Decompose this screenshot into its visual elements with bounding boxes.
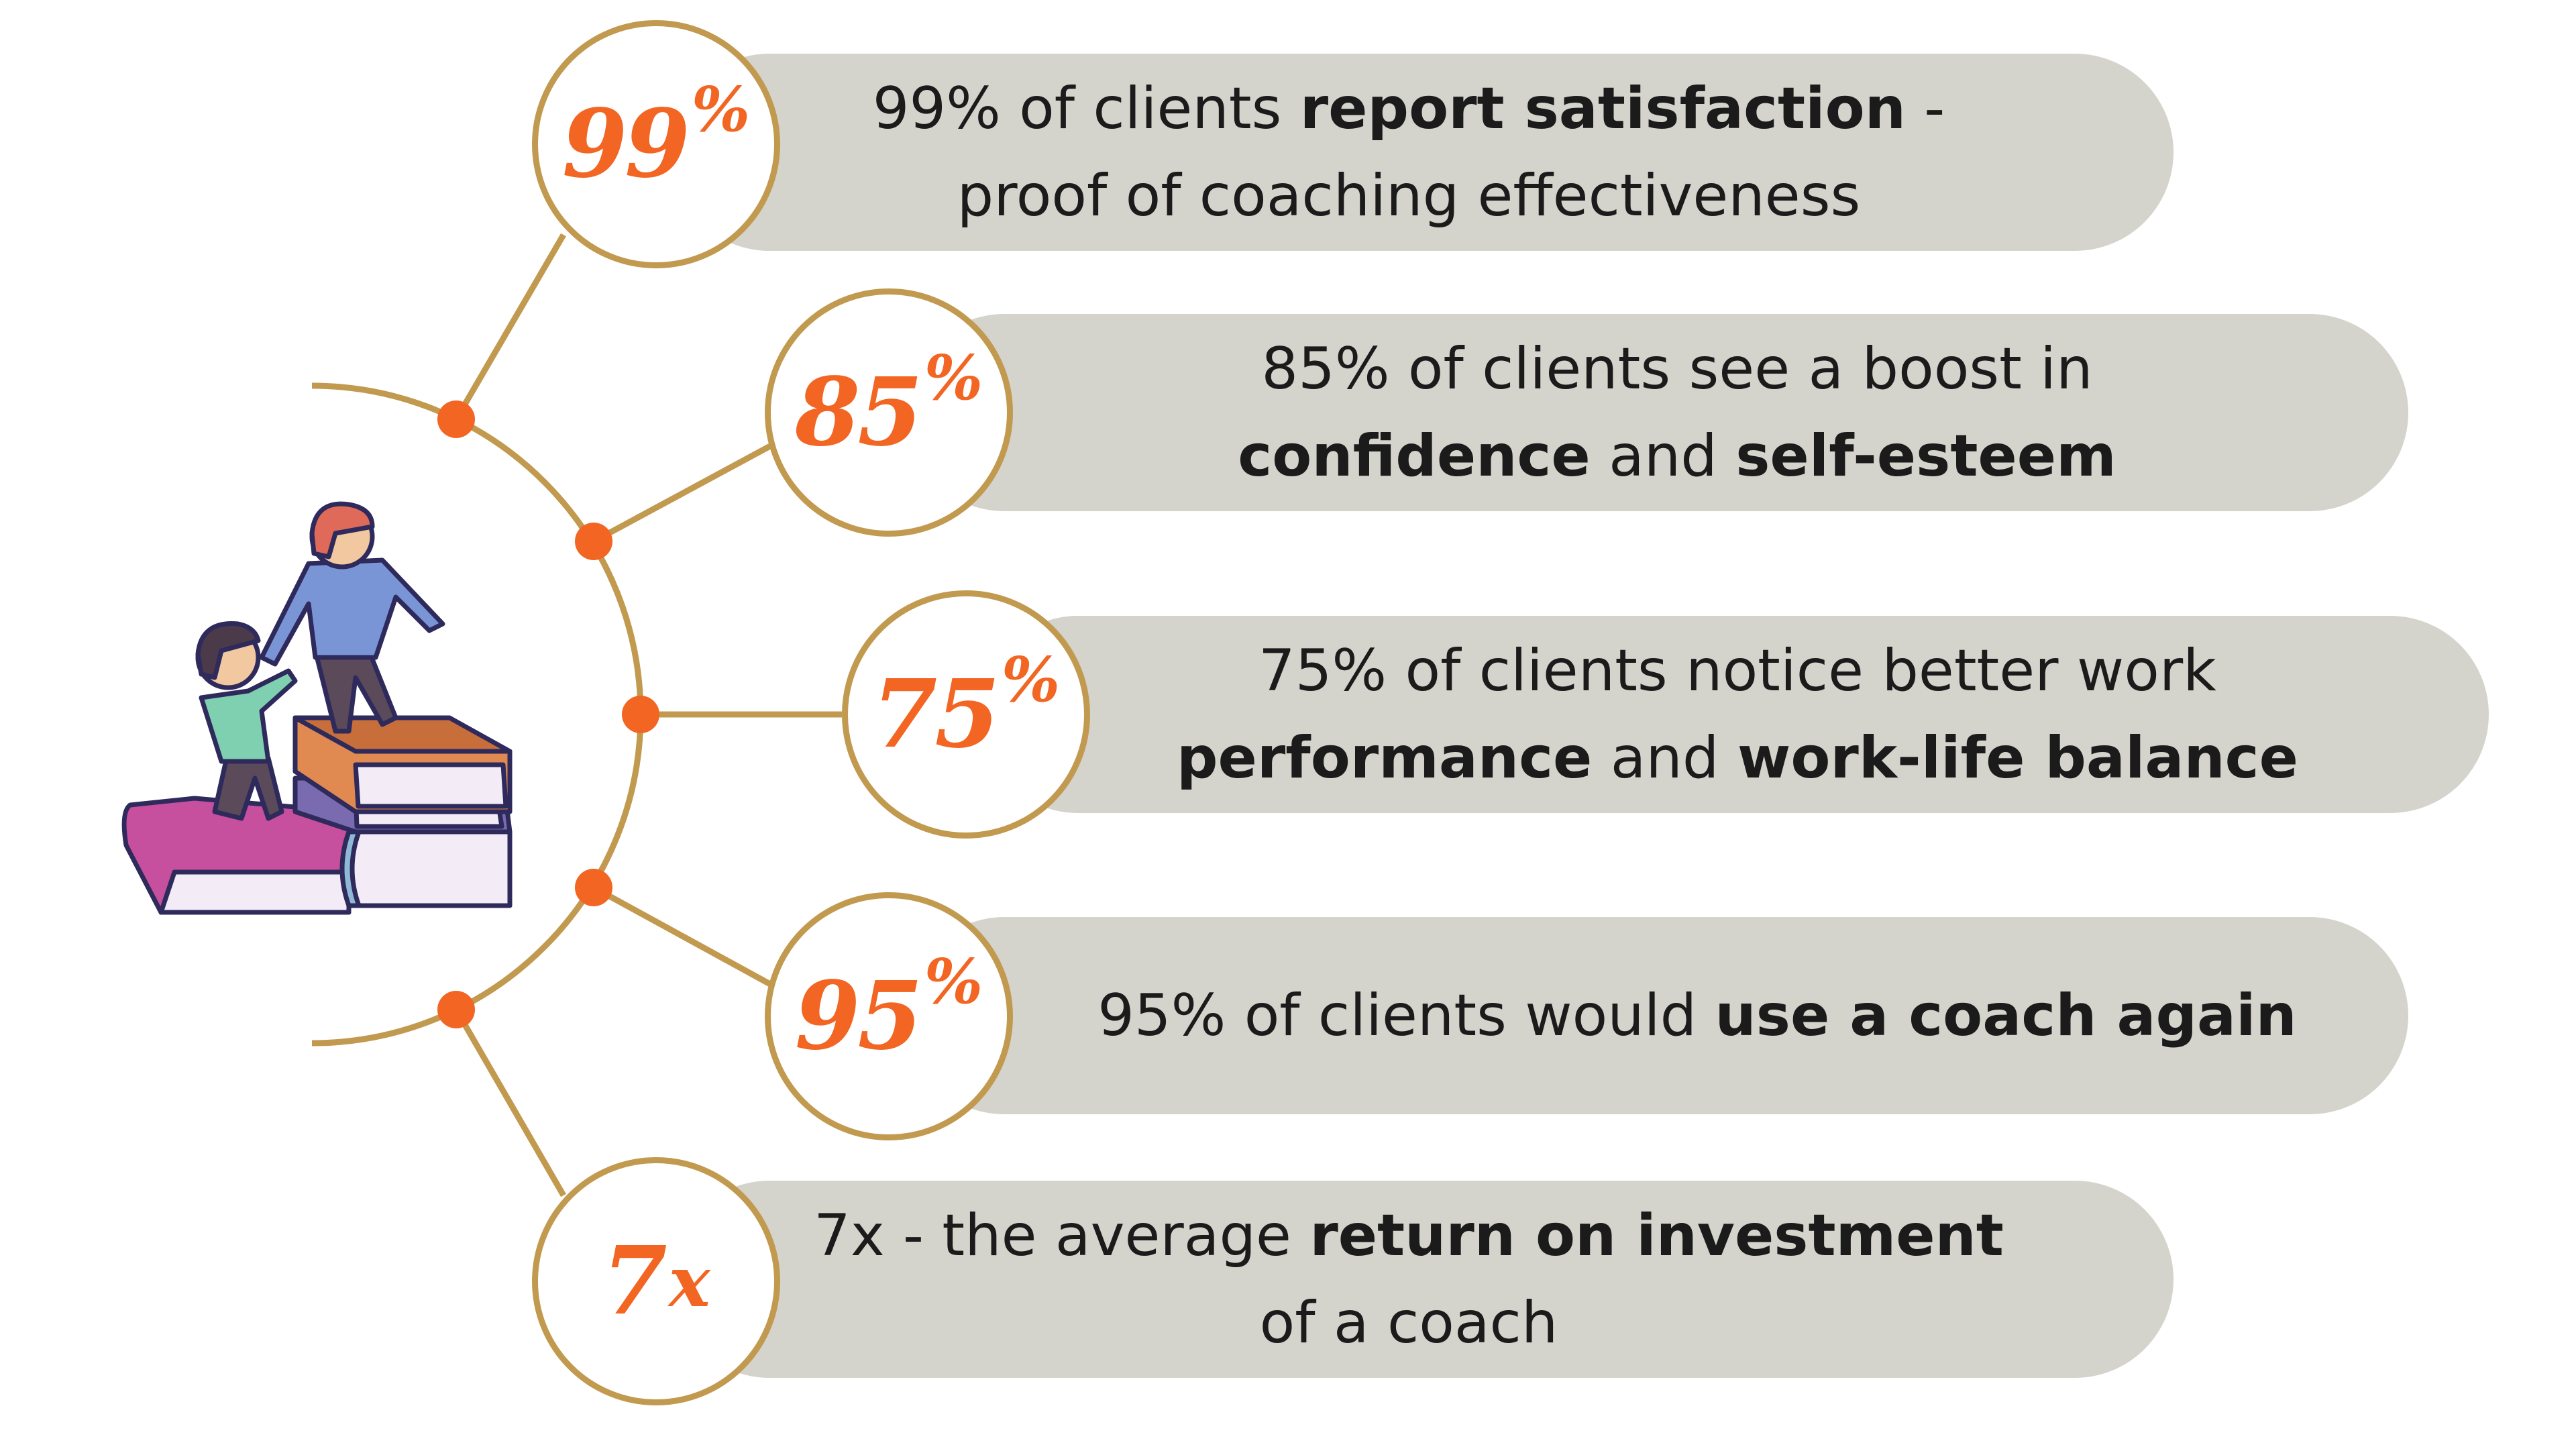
stat-card-1 — [671, 54, 2174, 251]
stat-line: of a coach — [1260, 1279, 1558, 1366]
stat-line: 7x - the average return on investment — [814, 1192, 2004, 1279]
helping-hand-on-books-icon — [121, 501, 513, 915]
stat-badge-5 — [532, 1157, 780, 1405]
stat-emphasis: report satisfaction — [1299, 75, 1906, 142]
stat-line: performance and work-life balance — [1177, 714, 2298, 802]
stat-unit-3: % — [1001, 643, 1061, 716]
stat-value-4: 95% — [765, 892, 1013, 1140]
branch-line-1 — [453, 233, 566, 421]
stat-number-3: 75 — [871, 659, 1000, 769]
stat-text: and — [1590, 423, 1736, 490]
stat-emphasis: confidence — [1238, 423, 1591, 490]
stat-unit-2: % — [924, 341, 983, 414]
stat-text: 99% of clients — [872, 75, 1300, 142]
stat-description-2: 85% of clients see a boost in confidence … — [1073, 314, 2281, 511]
stat-value-2: 85% — [765, 288, 1013, 537]
stat-unit-5: x — [668, 1240, 710, 1323]
stat-value-1: 99% — [532, 20, 780, 268]
stat-card-3 — [979, 616, 2489, 813]
stat-text: proof of coaching effectiveness — [957, 162, 1861, 229]
stat-description-5: 7x - the average return on investment of … — [805, 1181, 2012, 1378]
connector-node-3 — [622, 696, 659, 733]
stat-unit-1: % — [691, 73, 751, 146]
stat-description-3: 75% of clients notice better work perform… — [1127, 616, 2348, 813]
stat-line: proof of coaching effectiveness — [957, 152, 1861, 239]
connector-node-5 — [437, 991, 475, 1028]
stat-text: 75% of clients notice better work — [1258, 637, 2216, 704]
stat-emphasis: use a coach again — [1715, 982, 2297, 1049]
branch-line-5 — [453, 1008, 566, 1197]
stat-text: - — [1905, 75, 1945, 142]
branch-line-2 — [592, 443, 772, 544]
stat-line: 75% of clients notice better work — [1258, 627, 2216, 714]
stat-number-2: 85 — [794, 358, 923, 468]
stat-emphasis: work-life balance — [1737, 724, 2298, 792]
stat-badge-1 — [532, 20, 780, 268]
stat-line: 99% of clients report satisfaction - — [873, 65, 1945, 152]
connector-node-1 — [437, 400, 475, 438]
stat-card-5 — [671, 1181, 2174, 1378]
stat-text: of a coach — [1259, 1289, 1558, 1356]
stat-number-1: 99 — [561, 89, 690, 199]
stat-description-1: 99% of clients report satisfaction - proo… — [805, 54, 2012, 251]
stat-text: and — [1592, 724, 1737, 792]
stat-number-5: 7 — [602, 1226, 667, 1336]
stat-card-4 — [906, 917, 2408, 1114]
stat-badge-3 — [842, 590, 1090, 839]
stat-value-3: 75% — [842, 590, 1090, 839]
connector-node-2 — [575, 523, 612, 560]
stat-card-2 — [906, 314, 2408, 511]
stat-unit-4: % — [924, 945, 983, 1018]
stat-line: 95% of clients would use a coach again — [1097, 972, 2297, 1059]
stat-number-4: 95 — [794, 961, 923, 1071]
stat-emphasis: performance — [1177, 724, 1593, 792]
stat-text: 95% of clients would — [1097, 982, 1715, 1049]
stat-text: 85% of clients see a boost in — [1261, 335, 2093, 402]
stat-description-4: 95% of clients would use a coach again — [1046, 917, 2348, 1114]
stat-badge-4 — [765, 892, 1013, 1140]
connector-node-4 — [575, 869, 612, 906]
stat-text: 7x - the average — [814, 1202, 1310, 1269]
stat-line: 85% of clients see a boost in — [1261, 325, 2092, 413]
stat-emphasis: return on investment — [1309, 1202, 2004, 1269]
stat-emphasis: self-esteem — [1735, 423, 2116, 490]
stat-line: confidence and self-esteem — [1238, 413, 2116, 500]
stat-badge-2 — [765, 288, 1013, 537]
branch-line-4 — [592, 885, 772, 987]
